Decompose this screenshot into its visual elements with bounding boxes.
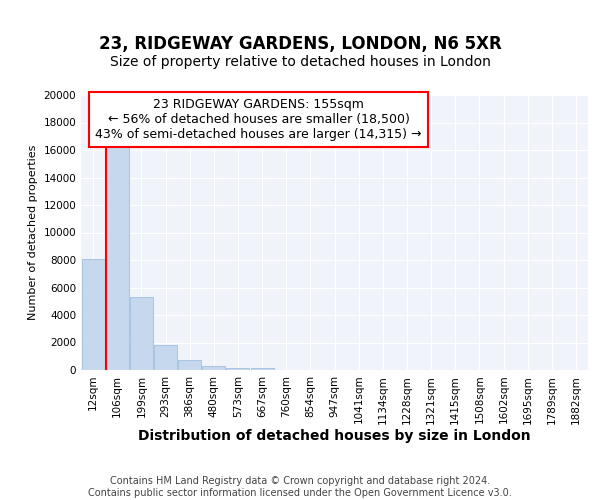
Text: 23, RIDGEWAY GARDENS, LONDON, N6 5XR: 23, RIDGEWAY GARDENS, LONDON, N6 5XR <box>98 34 502 52</box>
Text: Size of property relative to detached houses in London: Size of property relative to detached ho… <box>110 55 490 69</box>
Bar <box>82 258 104 370</box>
Bar <box>251 368 274 370</box>
Bar <box>106 143 128 370</box>
Bar <box>154 345 177 370</box>
Bar <box>202 366 225 370</box>
Text: 23 RIDGEWAY GARDENS: 155sqm
← 56% of detached houses are smaller (18,500)
43% of: 23 RIDGEWAY GARDENS: 155sqm ← 56% of det… <box>95 98 422 141</box>
Bar <box>178 360 201 370</box>
Y-axis label: Number of detached properties: Number of detached properties <box>28 145 38 320</box>
Bar <box>226 368 250 370</box>
Text: Contains HM Land Registry data © Crown copyright and database right 2024.
Contai: Contains HM Land Registry data © Crown c… <box>88 476 512 498</box>
X-axis label: Distribution of detached houses by size in London: Distribution of detached houses by size … <box>138 429 531 443</box>
Bar <box>130 297 153 370</box>
